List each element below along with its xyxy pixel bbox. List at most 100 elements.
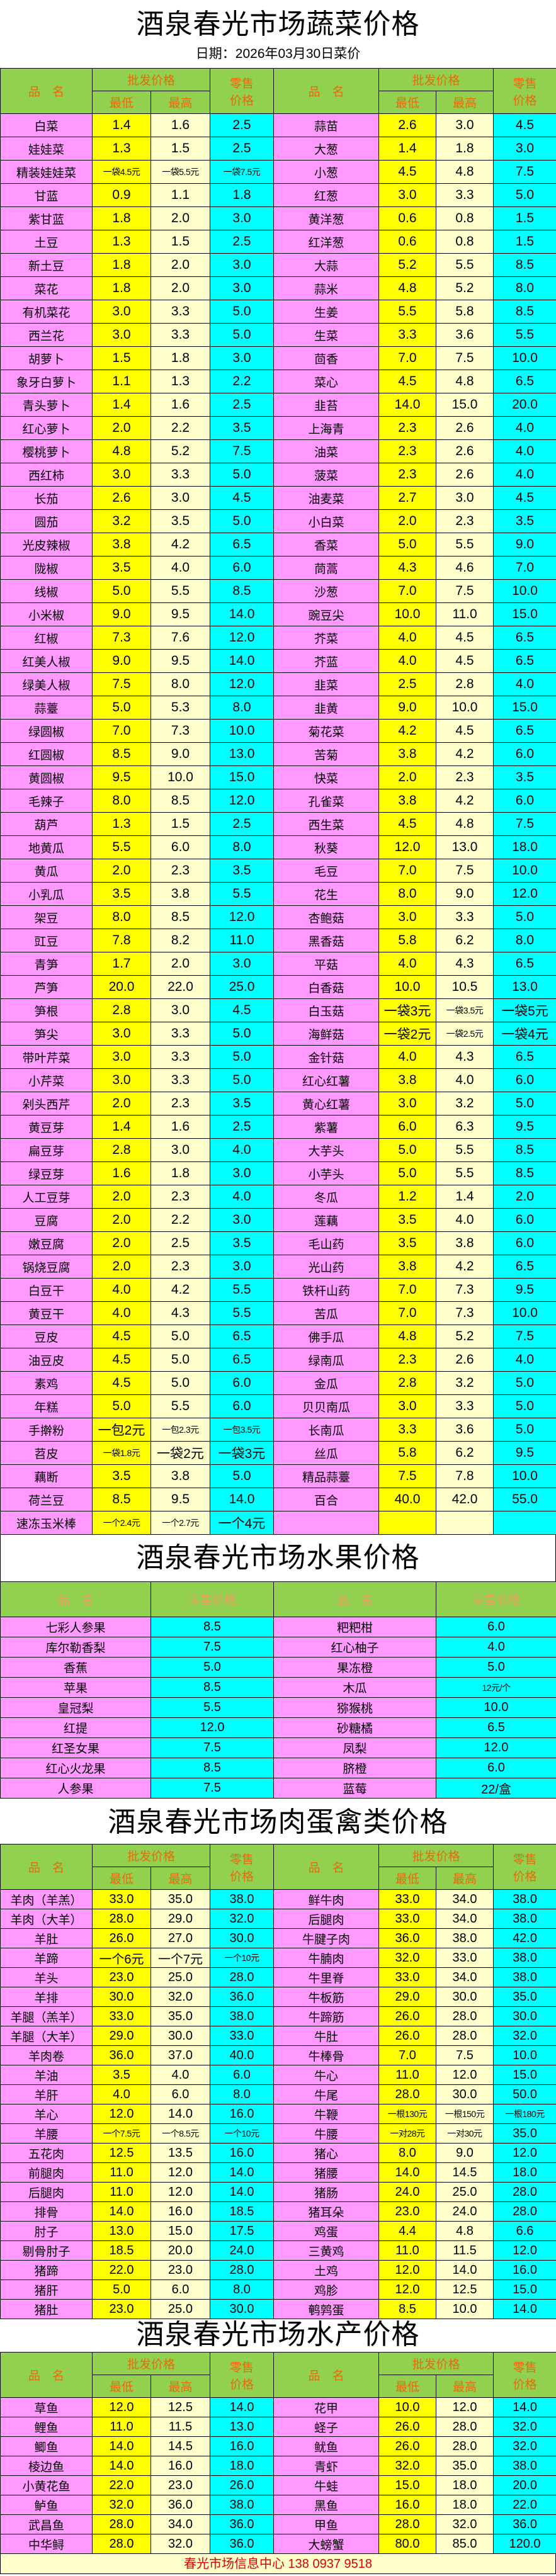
- item-name: 小白菜: [273, 509, 380, 533]
- wholesale-max: 4.5: [436, 719, 494, 743]
- wholesale-max: 12.0: [150, 2162, 211, 2183]
- retail-price: 10.0: [493, 1464, 556, 1488]
- table-row: 鲈鱼 32.0 36.0 38.0 黑鱼 16.0 18.0 22.0: [0, 2495, 556, 2515]
- retail-price: 7.5: [150, 1778, 274, 1799]
- wholesale-max: 23.0: [150, 2475, 211, 2495]
- item-name: 小芋头: [273, 1161, 380, 1185]
- wholesale-max: 5.8: [436, 300, 494, 324]
- retail-price: 4.0: [493, 672, 556, 696]
- retail-price: 6.5: [493, 719, 556, 743]
- table-row: 陇椒 3.5 4.0 6.0 茼蒿 4.3 4.6 7.0: [0, 556, 556, 580]
- retail-price: 11.0: [210, 929, 275, 952]
- table-row: 鲫鱼 14.0 14.5 16.0 鱿鱼 26.0 28.0 32.0: [0, 2436, 556, 2456]
- column-header-name: 品 名: [273, 2352, 380, 2398]
- wholesale-min: 1.3: [92, 812, 151, 836]
- wholesale-min: 1.8: [92, 206, 151, 230]
- wholesale-max: 9.5: [150, 649, 211, 673]
- wholesale-max: 4.3: [436, 1045, 494, 1069]
- retail-price: 14.0: [210, 649, 275, 673]
- wholesale-max: 一个8.5元: [150, 2123, 211, 2144]
- item-name: 羊头: [0, 1967, 93, 1987]
- retail-price: 8.5: [150, 1617, 274, 1637]
- wholesale-max: 25.0: [150, 2299, 211, 2319]
- item-name: 孔雀菜: [273, 789, 380, 813]
- wholesale-min: 一袋2元: [378, 1022, 437, 1046]
- retail-price: 6.5: [436, 1717, 556, 1738]
- wholesale-max: 7.5: [436, 2045, 494, 2065]
- item-name: 手擀粉: [0, 1418, 93, 1442]
- wholesale-max: 25.0: [436, 2182, 494, 2202]
- retail-price: 5.0: [493, 1394, 556, 1418]
- item-name: 年糕: [0, 1394, 93, 1418]
- wholesale-max: 34.0: [436, 1909, 494, 1929]
- wholesale-max: 7.3: [436, 1301, 494, 1325]
- column-header-min: 最低: [378, 1867, 437, 1890]
- wholesale-max: 5.5: [150, 1394, 211, 1418]
- retail-price: 8.5: [493, 1161, 556, 1185]
- table-row: 锅烧豆腐 2.0 2.3 3.0 光山药 3.8 4.2 6.5: [0, 1255, 556, 1279]
- item-name: 西兰花: [0, 323, 93, 347]
- wholesale-min: 5.8: [378, 1441, 437, 1465]
- item-name: 牛棒骨: [273, 2045, 380, 2065]
- column-header-wholesale: 批发价格: [91, 2352, 211, 2375]
- item-name: 羊肉（大羊）: [0, 1909, 93, 1929]
- wholesale-min: 2.6: [92, 486, 151, 510]
- retail-price: 8.0: [493, 276, 556, 300]
- wholesale-max: 8.0: [150, 672, 211, 696]
- wholesale-max: 2.2: [150, 1208, 211, 1232]
- table-row: 棱边鱼 14.0 16.0 18.0 青虾 32.0 35.0 38.0: [0, 2456, 556, 2476]
- wholesale-min: 3.8: [378, 1068, 437, 1092]
- retail-price: 12.0: [493, 2143, 556, 2163]
- price-date: 日期：2026年03月30日菜价: [195, 47, 361, 61]
- retail-price: 6.0: [493, 1068, 556, 1092]
- wholesale-max: 2.0: [150, 952, 211, 976]
- fruit-price-table: 品 名零售价格品 名零售价格 七彩人参果 8.5 粑粑柑 6.0 库尔勒香梨 7.5 红心柚子…: [0, 1581, 556, 1799]
- item-name: 光山药: [273, 1255, 380, 1279]
- item-name: 土鸡: [273, 2260, 380, 2280]
- retail-price: 4.5: [210, 486, 275, 510]
- wholesale-max: 1.8: [150, 1161, 211, 1185]
- column-header-max: 最高: [150, 1867, 211, 1890]
- item-name: 鲈鱼: [0, 2495, 93, 2515]
- item-name: 凤梨: [273, 1737, 436, 1758]
- table-row: 西兰花 3.0 3.3 5.0 生菜 3.3 3.6 5.5: [0, 323, 556, 347]
- item-name: 鹌鹑蛋: [273, 2299, 380, 2319]
- table-row: 羊排 30.0 32.0 36.0 牛板筋 29.0 30.0 35.0: [0, 1987, 556, 2007]
- table-row: 红心火龙果 8.5 脐橙 6.0: [0, 1758, 556, 1778]
- wholesale-min: 28.0: [378, 2084, 437, 2104]
- item-name: 黄瓜: [0, 859, 93, 883]
- retail-price: 12.0: [210, 626, 275, 650]
- table-row: 菜花 1.8 2.0 3.0 蒜米 4.8 5.2 8.0: [0, 276, 556, 300]
- table-row: 羊肚 26.0 27.0 30.0 牛腱子肉 36.0 38.0 42.0: [0, 1928, 556, 1948]
- wholesale-min: 2.3: [378, 439, 437, 463]
- item-name: 藕断: [0, 1464, 93, 1488]
- wholesale-min: 0.6: [378, 230, 437, 254]
- item-name: 速冻玉米棒: [0, 1511, 93, 1535]
- wholesale-max: 3.0: [436, 486, 494, 510]
- retail-price: 5.0: [210, 323, 275, 347]
- table-row: 红圣女果 7.5 凤梨 12.0: [0, 1737, 556, 1758]
- wholesale-max: 34.0: [436, 1889, 494, 1909]
- wholesale-max: 6.0: [150, 835, 211, 859]
- table-row: 羊头 23.0 25.0 28.0 牛里脊 33.0 34.0 38.0: [0, 1967, 556, 1987]
- column-header-retail: 零售价格: [493, 1844, 556, 1890]
- retail-price: 8.0: [493, 929, 556, 952]
- item-name: 砂糖橘: [273, 1717, 436, 1738]
- item-name: 紫薯: [273, 1115, 380, 1139]
- wholesale-max: 8.2: [150, 929, 211, 952]
- wholesale-min: 4.0: [92, 2084, 151, 2104]
- table-row: 羊肉（羊羔） 33.0 35.0 38.0 鲜牛肉 33.0 34.0 38.0: [0, 1889, 556, 1909]
- retail-price: 28.0: [493, 2182, 556, 2202]
- wholesale-max: 一个7元: [150, 1948, 211, 1968]
- wholesale-max: 13.0: [436, 835, 494, 859]
- footer-contact: 春光市场信息中心 138 0937 9518: [0, 2554, 556, 2574]
- retail-price: 5.5: [210, 1278, 275, 1302]
- item-name: 菜花: [0, 276, 93, 300]
- item-name: 架豆: [0, 905, 93, 929]
- wholesale-min: 32.0: [92, 2495, 151, 2515]
- retail-price: 5.0: [210, 300, 275, 324]
- wholesale-min: 26.0: [378, 2436, 437, 2456]
- item-name: 苦瓜: [273, 1301, 380, 1325]
- table-row: 皇冠梨 5.5 猕猴桃 10.0: [0, 1697, 556, 1718]
- wholesale-max: 10.0: [150, 765, 211, 789]
